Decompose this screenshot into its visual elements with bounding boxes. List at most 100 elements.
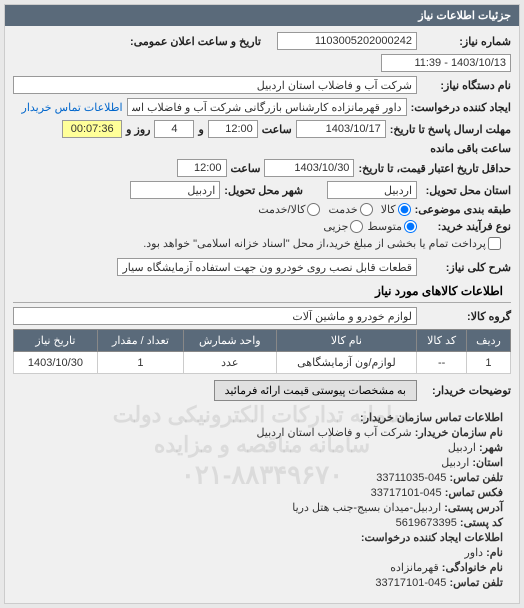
delivery-province-label: استان محل تحویل:: [421, 184, 511, 197]
validity-label: حداقل تاریخ اعتبار قیمت، تا تاریخ:: [358, 162, 511, 175]
row-buy-type: نوع فرآیند خرید: متوسط جزیی پرداخت تمام …: [13, 220, 511, 250]
contact-req: اطلاعات ایجاد کننده درخواست:: [21, 531, 503, 544]
radio-jozei-label: جزیی: [323, 220, 348, 233]
th-date: تاریخ نیاز: [14, 330, 98, 352]
th-code: کد کالا: [417, 330, 467, 352]
radio-khadmat-label: خدمت: [328, 203, 357, 216]
contact-province-value: اردبیل: [441, 457, 469, 469]
class-radio-group: کالا خدمت کالا/خدمت: [258, 203, 410, 216]
td-name: لوازم/ون آزمایشگاهی: [276, 352, 417, 374]
radio-kala[interactable]: کالا: [381, 203, 411, 216]
notes-label: توضیحات خریدار:: [421, 384, 511, 397]
deadline-label: مهلت ارسال پاسخ تا تاریخ:: [390, 123, 511, 136]
contact-phone-value: 045-33711035: [376, 472, 446, 484]
delivery-province-input[interactable]: [327, 181, 417, 199]
panel-title: جزئیات اطلاعات نیاز: [5, 5, 519, 26]
row-need-no: شماره نیاز: تاریخ و ساعت اعلان عمومی:: [13, 32, 511, 72]
creator-label: ایجاد کننده درخواست:: [411, 101, 511, 114]
goods-table: ردیف کد کالا نام کالا واحد شمارش تعداد /…: [13, 329, 511, 374]
contact-postal: آدرس پستی: اردبیل-میدان بسیج-جنب هتل دری…: [21, 501, 503, 514]
radio-motavaset-label: متوسط: [367, 220, 402, 233]
date-label: تاریخ و ساعت اعلان عمومی:: [130, 35, 261, 48]
contact-fax-value: 045-33717101: [371, 487, 442, 499]
radio-motavaset-input[interactable]: [404, 220, 417, 233]
and-label: و: [198, 123, 203, 136]
td-qty: 1: [97, 352, 183, 374]
radio-kala-khadmat-input[interactable]: [307, 203, 320, 216]
radio-kala-label: کالا: [381, 203, 396, 216]
contact-city-label: شهر:: [479, 442, 503, 454]
validity-time-input[interactable]: [177, 159, 227, 177]
contact-org-label: نام سازمان خریدار:: [415, 427, 503, 439]
panel-body: شماره نیاز: تاریخ و ساعت اعلان عمومی: نا…: [5, 26, 519, 603]
contact-name-value: داور: [464, 547, 483, 559]
radio-khadmat[interactable]: خدمت: [328, 203, 372, 216]
contact-postcode-value: 5619673395: [396, 517, 457, 529]
radio-kala-input[interactable]: [398, 203, 411, 216]
need-no-input[interactable]: [277, 32, 417, 50]
paynote-checkbox[interactable]: پرداخت تمام یا بخشی از مبلغ خرید،از محل …: [143, 237, 501, 250]
contact-fax: فکس تماس: 045-33717101: [21, 486, 503, 499]
contact-org-value: شرکت آب و فاضلاب استان اردبیل: [256, 427, 411, 439]
desc-label: شرح کلی نیاز:: [421, 261, 511, 274]
contact-postcode: کد پستی: 5619673395: [21, 516, 503, 529]
goods-section-title: اطلاعات کالاهای مورد نیاز: [13, 280, 511, 303]
row-creator: ایجاد کننده درخواست: اطلاعات تماس خریدار: [13, 98, 511, 116]
row-group: گروه کالا:: [13, 307, 511, 325]
buy-type-label: نوع فرآیند خرید:: [421, 220, 511, 233]
th-unit: واحد شمارش: [184, 330, 276, 352]
radio-khadmat-input[interactable]: [360, 203, 373, 216]
row-org: نام دستگاه نیاز:: [13, 76, 511, 94]
row-delivery: استان محل تحویل: شهر محل تحویل:: [13, 181, 511, 199]
th-name: نام کالا: [276, 330, 417, 352]
contact-phone-label: تلفن تماس:: [449, 472, 503, 484]
time-label-1: ساعت: [262, 123, 292, 136]
contact-city: شهر: اردبیل: [21, 441, 503, 454]
contact-postcode-label: کد پستی:: [460, 517, 503, 529]
contact-postal-label: آدرس پستی:: [444, 502, 503, 514]
desc-input[interactable]: [117, 258, 417, 276]
radio-jozei-input[interactable]: [350, 220, 363, 233]
deadline-date-input[interactable]: [296, 120, 386, 138]
days-input[interactable]: [154, 120, 194, 138]
contact-province: استان: اردبیل: [21, 456, 503, 469]
contact-title: اطلاعات تماس سازمان خریدار:: [21, 411, 503, 424]
paynote-checkbox-input[interactable]: [488, 237, 501, 250]
delivery-city-input[interactable]: [130, 181, 220, 199]
date-input[interactable]: [381, 54, 511, 72]
radio-jozei[interactable]: جزیی: [323, 220, 363, 233]
table-header-row: ردیف کد کالا نام کالا واحد شمارش تعداد /…: [14, 330, 511, 352]
deadline-time-input[interactable]: [208, 120, 258, 138]
contact-tel-value: 045-33717101: [375, 577, 446, 589]
creator-input[interactable]: [127, 98, 407, 116]
time-label-2: ساعت: [231, 162, 261, 175]
delivery-city-label: شهر محل تحویل:: [224, 184, 303, 197]
contact-org: نام سازمان خریدار: شرکت آب و فاضلاب استا…: [21, 426, 503, 439]
contact-tel: تلفن تماس: 045-33717101: [21, 576, 503, 589]
contact-req-label: اطلاعات ایجاد کننده درخواست:: [361, 532, 503, 544]
group-input[interactable]: [13, 307, 417, 325]
org-label: نام دستگاه نیاز:: [421, 79, 511, 92]
days-label: روز و: [126, 123, 150, 136]
buyer-contact-link[interactable]: اطلاعات تماس خریدار: [22, 101, 123, 114]
contact-name: نام: داور: [21, 546, 503, 559]
radio-motavaset[interactable]: متوسط: [367, 220, 417, 233]
contact-name-label: نام:: [486, 547, 503, 559]
th-qty: تعداد / مقدار: [97, 330, 183, 352]
td-idx: 1: [466, 352, 510, 374]
contact-postal-value: اردبیل-میدان بسیج-جنب هتل دریا: [292, 502, 441, 514]
row-notes: توضیحات خریدار: به مشخصات پیوستی قیمت ار…: [13, 380, 511, 401]
detail-button[interactable]: به مشخصات پیوستی قیمت ارائه فرمائید: [214, 380, 417, 401]
validity-date-input[interactable]: [264, 159, 354, 177]
org-input[interactable]: [13, 76, 417, 94]
radio-kala-khadmat[interactable]: کالا/خدمت: [258, 203, 320, 216]
table-row[interactable]: 1 -- لوازم/ون آزمایشگاهی عدد 1 1403/10/3…: [14, 352, 511, 374]
need-no-label: شماره نیاز:: [421, 35, 511, 48]
paynote-label: پرداخت تمام یا بخشی از مبلغ خرید،از محل …: [143, 237, 486, 250]
remain-label: ساعت باقی مانده: [430, 142, 511, 155]
contact-phone: تلفن تماس: 045-33711035: [21, 471, 503, 484]
contact-family-label: نام خانوادگی:: [442, 562, 503, 574]
contact-fax-label: فکس تماس:: [445, 487, 503, 499]
td-date: 1403/10/30: [14, 352, 98, 374]
contact-province-label: استان:: [472, 457, 503, 469]
